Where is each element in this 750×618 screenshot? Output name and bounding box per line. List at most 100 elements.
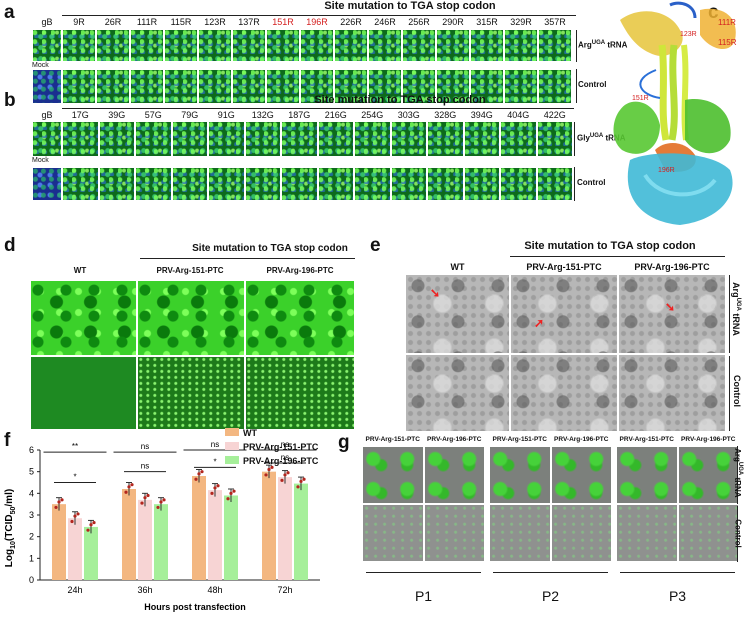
panel-e-trna-label: ArgUGA tRNA <box>731 282 741 336</box>
b-trna-image-79g <box>171 121 208 157</box>
chart-bar <box>52 504 66 580</box>
panel-g-trna-image <box>550 446 612 504</box>
b-control-image-57g <box>135 167 172 201</box>
a-trna-image-357r <box>538 29 572 62</box>
panel-g-col-label: PRV-Arg-151-PTC <box>492 436 547 443</box>
panel-g-trna-image <box>362 446 424 504</box>
chart-data-point <box>162 498 166 502</box>
b-trna-image-254g <box>354 121 391 157</box>
chart-data-point <box>57 500 61 504</box>
b-trna-image-91g <box>208 121 245 157</box>
a-trna-image-329r <box>504 29 538 62</box>
panel-letter-d: d <box>4 235 16 256</box>
protein-lower-domain <box>613 99 733 225</box>
chart-significance-label: * <box>73 473 76 482</box>
a-control-image-256r <box>402 69 436 104</box>
b-trna-image-132g <box>244 121 281 157</box>
panel-e-col-151: PRV-Arg-151-PTC <box>526 262 602 272</box>
a-site-label-137r: 137R <box>238 17 260 27</box>
chart-data-point <box>76 512 80 516</box>
chart-legend-item: PRV-Arg-196-PTC <box>225 456 318 466</box>
b-site-label-216g: 216G <box>324 110 347 120</box>
b-site-label-328g: 328G <box>434 110 457 120</box>
chart-bar <box>192 476 206 580</box>
b-control-image-132g <box>244 167 281 201</box>
a-control-image-329r <box>504 69 538 104</box>
a-site-label-329r: 329R <box>510 17 532 27</box>
b-trna-image-394g <box>463 121 500 157</box>
a-site-label-315r: 315R <box>476 17 498 27</box>
b-site-label-303g: 303G <box>397 110 420 120</box>
protein-label-151r: 151R <box>632 95 649 102</box>
protein-label-196r: 196R <box>658 167 675 174</box>
panel-g-control-image <box>677 504 739 562</box>
panel-g-control-image <box>550 504 612 562</box>
panel-d-title: Site mutation to TGA stop codon <box>192 243 348 254</box>
a-trna-image-196r <box>300 29 334 62</box>
chart-data-point <box>283 473 287 477</box>
panel-b-title: Site mutation to TGA stop codon <box>314 94 486 106</box>
chart-data-point <box>200 470 204 474</box>
panel-b-row1-bracket <box>574 122 575 156</box>
a-trna-image-151r <box>266 29 300 62</box>
chart-data-point <box>194 477 198 481</box>
panel-a-gb-label: gB <box>41 17 53 27</box>
panel-e-title-line <box>510 256 725 257</box>
panel-g-trna-image <box>489 446 551 504</box>
b-site-label-394g: 394G <box>470 110 493 120</box>
a-control-image-315r <box>470 69 504 104</box>
b-trna-image-404g <box>500 121 537 157</box>
panel-e-row1-bracket <box>729 275 730 353</box>
chart-bar <box>278 477 292 580</box>
chart-y-tick-label: 2 <box>29 532 34 542</box>
chart-data-point <box>299 479 303 484</box>
b-trna-image-328g <box>427 121 464 157</box>
chart-bar <box>84 526 98 580</box>
a-trna-image-9r <box>62 29 96 62</box>
panel-d-col-196: PRV-Arg-196-PTC <box>266 266 334 275</box>
b-control-image-187g <box>281 167 318 201</box>
a-site-label-256r: 256R <box>408 17 430 27</box>
chart-significance-label: ns <box>281 440 289 449</box>
panel-g-group-label: P3 <box>668 588 687 604</box>
chart-legend-item: WT <box>225 428 257 438</box>
panel-a-title: Site mutation to TGA stop codon <box>324 0 496 12</box>
chart-x-tick-label: 36h <box>137 585 152 595</box>
chart-data-point <box>232 489 236 493</box>
chart-legend-swatch <box>225 456 239 464</box>
chart-bar <box>68 518 82 580</box>
a-control-image-137r <box>232 69 266 104</box>
panel-d-196-bottom <box>245 356 355 430</box>
panel-g-control-image <box>616 504 678 562</box>
chart-x-tick-label: 72h <box>277 585 292 595</box>
panel-a-row1-bracket <box>576 30 577 62</box>
b-site-label-57g: 57G <box>144 110 162 120</box>
chart-data-point <box>296 485 300 489</box>
chart-legend-label: WT <box>243 428 257 438</box>
a-trna-image-111r <box>130 29 164 62</box>
b-site-label-132g: 132G <box>251 110 274 120</box>
a-trna-image-115r <box>164 29 198 62</box>
panel-a-mock-image <box>32 69 62 104</box>
panel-a-row2-bracket <box>576 69 577 103</box>
panel-g-group-line <box>366 572 481 573</box>
chart-bars <box>52 464 308 580</box>
b-trna-image-187g <box>281 121 318 157</box>
chart-y-tick-label: 1 <box>29 553 34 563</box>
b-trna-image-303g <box>390 121 427 157</box>
panel-d-151-bottom <box>137 356 245 430</box>
panel-g-control-image <box>362 504 424 562</box>
chart-data-point <box>216 484 220 488</box>
panel-d-196-top <box>245 280 355 356</box>
panel-b-gb-label: gB <box>41 110 53 120</box>
a-site-label-9r: 9R <box>73 17 85 27</box>
panel-e-arrow-196: ➘ <box>665 300 676 314</box>
a-control-image-26r <box>96 69 130 104</box>
a-trna-image-123r <box>198 29 232 62</box>
b-control-image-404g <box>500 167 537 201</box>
panel-b-control-label: Control <box>577 178 606 187</box>
a-site-label-357r: 357R <box>544 17 566 27</box>
a-control-image-246r <box>368 69 402 104</box>
